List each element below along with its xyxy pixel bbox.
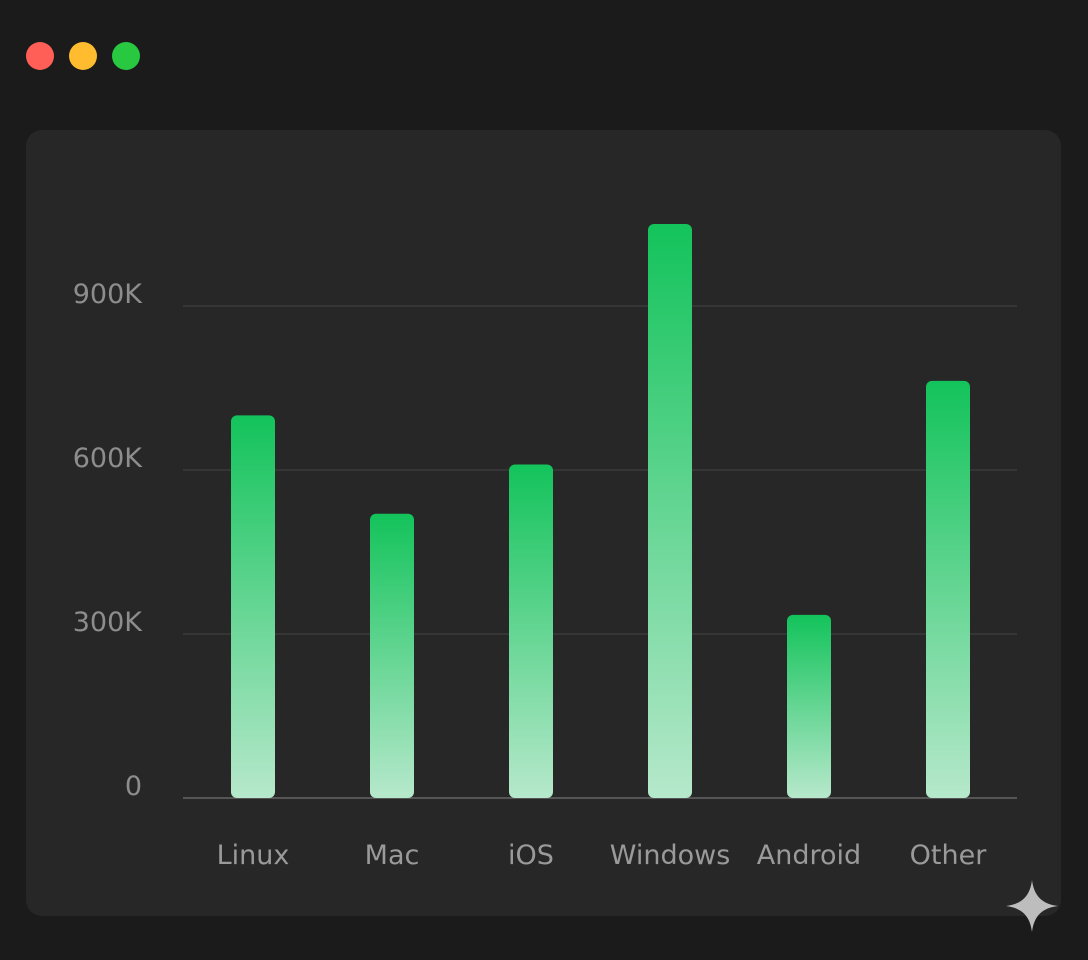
bar-windows[interactable]: [648, 224, 692, 798]
sparkle-icon[interactable]: [1006, 880, 1058, 932]
x-tick-label: Android: [757, 840, 861, 871]
bar-android[interactable]: [787, 614, 831, 798]
window-controls: [26, 42, 140, 70]
y-tick-label: 0: [125, 771, 142, 802]
y-axis-ticks: 0 300K 600K 900K: [73, 279, 144, 802]
y-tick-label: 600K: [73, 443, 144, 474]
close-window-button[interactable]: [26, 42, 54, 70]
x-tick-label: Linux: [217, 840, 290, 871]
bars: [231, 224, 970, 798]
x-tick-label: iOS: [508, 840, 554, 871]
x-axis-ticks: Linux Mac iOS Windows Android Other: [217, 840, 988, 871]
bar-mac[interactable]: [370, 513, 414, 798]
x-tick-label: Mac: [365, 840, 420, 871]
gridlines: [183, 305, 1017, 799]
y-tick-label: 900K: [73, 279, 144, 310]
bar-chart: 0 300K 600K 900K Linux Mac iOS Windows Android O…: [73, 224, 1017, 871]
minimize-window-button[interactable]: [69, 42, 97, 70]
chart-card: 0 300K 600K 900K Linux Mac iOS Windows Android O…: [26, 130, 1061, 916]
y-tick-label: 300K: [73, 607, 144, 638]
maximize-window-button[interactable]: [112, 42, 140, 70]
bar-other[interactable]: [926, 380, 970, 798]
bar-ios[interactable]: [509, 464, 553, 798]
bar-linux[interactable]: [231, 415, 275, 798]
x-tick-label: Windows: [610, 840, 731, 871]
x-tick-label: Other: [910, 840, 988, 871]
